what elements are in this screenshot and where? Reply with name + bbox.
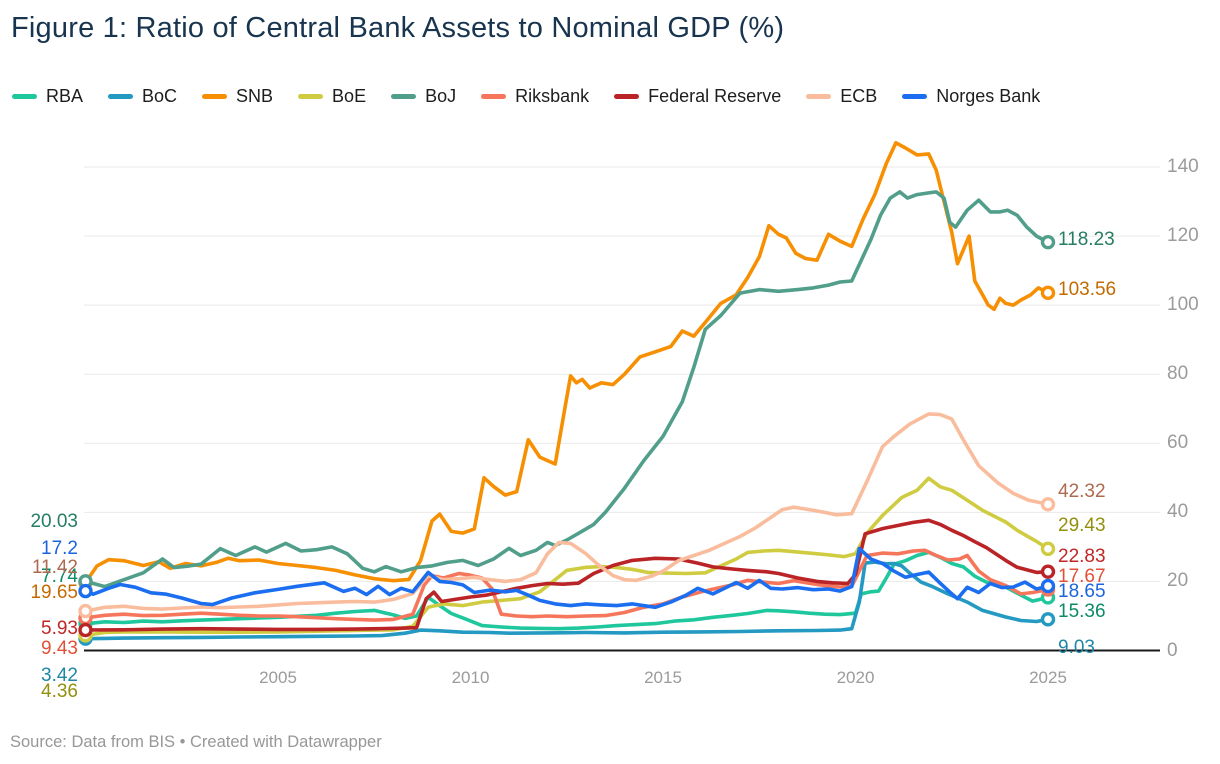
legend-swatch-icon [108,94,134,99]
y-tick-label-20: 20 [1167,570,1189,592]
legend-label: ECB [840,86,878,106]
end-value-label-rba: 15.36 [1058,601,1106,622]
series-end-marker-federal-reserve [1040,564,1056,579]
y-tick-label-140: 140 [1167,155,1199,177]
series-start-marker-federal-reserve [78,622,93,638]
start-value-label-boj: 20.03 [30,511,78,532]
series-line-boc [83,560,1050,641]
series-end-marker-ecb [1040,497,1056,512]
start-value-label-rba: 7.74 [41,566,78,587]
start-value-label-snb: 19.65 [30,582,78,603]
legend-swatch-icon [614,94,640,99]
end-value-label-boc: 9.03 [1058,637,1095,658]
source-attribution: Source: Data from BIS • Created with Dat… [10,733,382,751]
series-line-boe [83,476,1050,638]
y-tick-label-100: 100 [1167,294,1199,316]
legend-label: SNB [236,86,274,106]
y-tick-label-80: 80 [1167,363,1189,385]
series-line-ecb [83,412,1050,613]
end-value-label-boj: 118.23 [1058,229,1115,250]
legend-label: BoJ [425,86,457,106]
series-start-marker-norges-bank [78,583,93,599]
legend-swatch-icon [202,94,228,99]
series-start-marker-ecb [78,603,93,619]
legend-label: Riksbank [515,86,590,106]
end-value-label-norges-bank: 18.65 [1058,581,1106,602]
legend-label: Federal Reserve [648,86,782,106]
x-tick-label-2010: 2010 [451,668,490,687]
legend-swatch-icon [391,94,417,99]
legend-item-federal-reserve: Federal Reserve [614,86,781,107]
x-tick-label-2025: 2025 [1029,668,1067,687]
legend-swatch-icon [298,94,324,99]
end-value-label-boe: 29.43 [1058,515,1106,536]
legend-label: Norges Bank [936,86,1041,106]
series-line-boj [83,190,1050,589]
start-value-label-boe: 4.36 [41,681,78,702]
end-value-label-riksbank: 17.67 [1058,566,1106,587]
end-value-label-ecb: 42.32 [1058,481,1106,502]
x-tick-label-2015: 2015 [644,668,682,687]
legend-item-norges-bank: Norges Bank [902,86,1040,107]
end-value-label-snb: 103.56 [1058,279,1117,300]
series-line-federal-reserve [83,518,1050,632]
legend-swatch-icon [481,94,507,99]
start-value-label-boc: 3.42 [41,665,78,686]
series-line-riksbank [83,548,1050,622]
legend-label: BoC [142,86,178,106]
y-tick-label-0: 0 [1167,639,1178,661]
legend-item-rba: RBA [12,86,83,107]
legend-item-snb: SNB [202,86,273,107]
legend-item-boj: BoJ [391,86,456,107]
series-line-snb [83,141,1050,585]
legend-item-boc: BoC [108,86,177,107]
legend-swatch-icon [806,94,832,99]
series-end-marker-boj [1040,234,1056,250]
series-end-marker-snb [1040,285,1056,301]
legend-item-riksbank: Riksbank [481,86,589,107]
legend-item-ecb: ECB [806,86,877,107]
start-value-label-riksbank: 9.43 [41,638,78,659]
x-tick-label-2020: 2020 [836,668,875,687]
legend-swatch-icon [12,94,37,99]
legend-swatch-icon [902,94,928,99]
legend: RBA BoC SNB BoE BoJ Riksbank Federal Reserve EC… [12,86,1212,107]
x-tick-label-2005: 2005 [259,668,297,687]
y-tick-label-40: 40 [1167,501,1189,523]
series-end-marker-boc [1040,612,1056,627]
chart-title: Figure 1: Ratio of Central Bank Assets t… [11,12,785,44]
series-end-marker-boe [1040,541,1056,557]
legend-item-boe: BoE [298,86,366,107]
start-value-label-norges-bank: 17.2 [41,538,78,559]
series-line-norges-bank [83,546,1050,610]
legend-label: RBA [46,86,84,106]
legend-label: BoE [332,86,367,106]
y-tick-label-60: 60 [1167,432,1189,454]
series-end-marker-norges-bank [1040,578,1056,594]
start-value-label-federal-reserve: 5.93 [41,618,78,639]
end-value-label-federal-reserve: 22.83 [1058,546,1106,567]
y-tick-label-120: 120 [1167,225,1199,247]
start-value-label-ecb: 11.42 [31,557,78,578]
